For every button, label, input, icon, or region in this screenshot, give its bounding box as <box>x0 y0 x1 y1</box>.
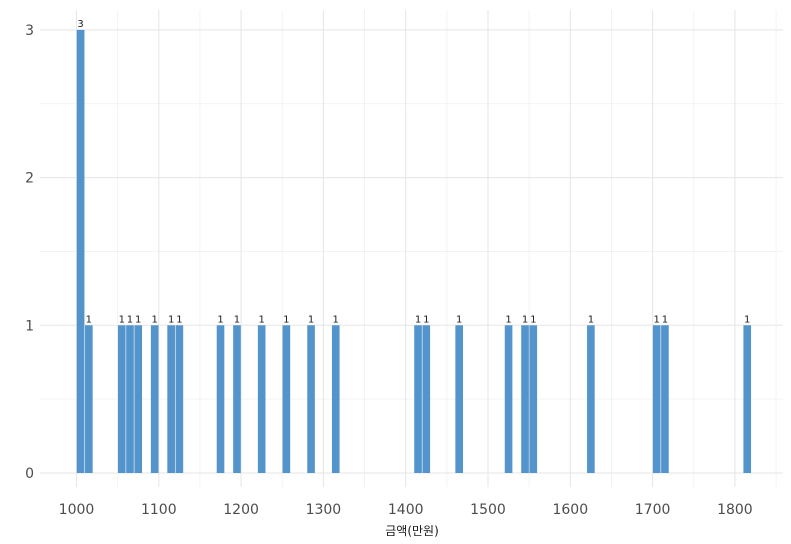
y-axis-ticks: 0 1 2 3 <box>25 23 34 482</box>
bar-count-label: 1 <box>662 314 668 325</box>
bar <box>216 325 225 473</box>
bar-count-label: 1 <box>86 314 92 325</box>
bar-count-label: 1 <box>522 314 528 325</box>
x-tick-label: 1400 <box>388 502 424 518</box>
y-tick-label: 0 <box>25 466 34 482</box>
bar <box>455 325 464 473</box>
x-tick-label: 1200 <box>223 502 259 518</box>
bar-count-label: 1 <box>176 314 182 325</box>
bar-labels: 31 1 1 1 1 1 1 1 1 1 1 1 1 1 1 1 1 1 1 1 1 1 1 <box>77 19 750 325</box>
bar-count-label: 1 <box>151 314 157 325</box>
y-tick-label: 2 <box>25 171 34 187</box>
x-tick-label: 1600 <box>552 502 588 518</box>
bar <box>117 325 126 473</box>
bar <box>134 325 143 473</box>
bar-count-label: 1 <box>744 314 750 325</box>
bar <box>307 325 315 473</box>
x-axis-ticks: 1000 1100 1200 1300 1400 1500 1600 1700 1800 <box>59 502 753 518</box>
bar-count-label: 1 <box>283 314 289 325</box>
x-tick-label: 1000 <box>59 502 95 518</box>
bar-count-label: 1 <box>654 314 660 325</box>
bar <box>414 325 422 473</box>
bar-count-label: 1 <box>234 314 240 325</box>
x-tick-label: 1300 <box>306 502 342 518</box>
bar <box>76 29 85 474</box>
bar <box>175 325 184 473</box>
y-tick-label: 3 <box>25 23 34 39</box>
x-axis-label: 금액(만원) <box>385 524 439 538</box>
bar-count-label: 1 <box>127 314 133 325</box>
bar <box>85 325 93 473</box>
bar-count-label: 1 <box>135 314 141 325</box>
bar-count-label: 1 <box>588 314 594 325</box>
bars <box>76 29 752 474</box>
bar <box>587 325 595 473</box>
bar <box>233 325 241 473</box>
x-tick-label: 1500 <box>470 502 506 518</box>
bar <box>126 325 134 473</box>
bar-count-label: 1 <box>168 314 174 325</box>
bar <box>167 325 175 473</box>
bar-count-label: 1 <box>415 314 421 325</box>
bar-count-label: 1 <box>456 314 462 325</box>
bar-count-label: 1 <box>308 314 314 325</box>
bar <box>652 325 661 473</box>
bar <box>521 325 529 473</box>
bar <box>529 325 538 473</box>
bar <box>150 325 159 473</box>
bar <box>661 325 669 473</box>
bar-count-label: 3 <box>77 19 83 30</box>
bar <box>257 325 266 473</box>
x-tick-label: 1100 <box>141 502 177 518</box>
x-tick-label: 1800 <box>717 502 753 518</box>
bar <box>422 325 431 473</box>
bar-count-label: 1 <box>333 314 339 325</box>
bar-count-label: 1 <box>530 314 536 325</box>
bar <box>331 325 340 473</box>
bar <box>743 325 752 473</box>
bar-count-label: 1 <box>119 314 125 325</box>
bar <box>504 325 513 473</box>
bar-count-label: 1 <box>217 314 223 325</box>
bar-count-label: 1 <box>505 314 511 325</box>
bar-count-label: 1 <box>423 314 429 325</box>
y-tick-label: 1 <box>25 318 34 334</box>
bar <box>282 325 291 473</box>
bar-count-label: 1 <box>258 314 264 325</box>
x-tick-label: 1700 <box>635 502 671 518</box>
